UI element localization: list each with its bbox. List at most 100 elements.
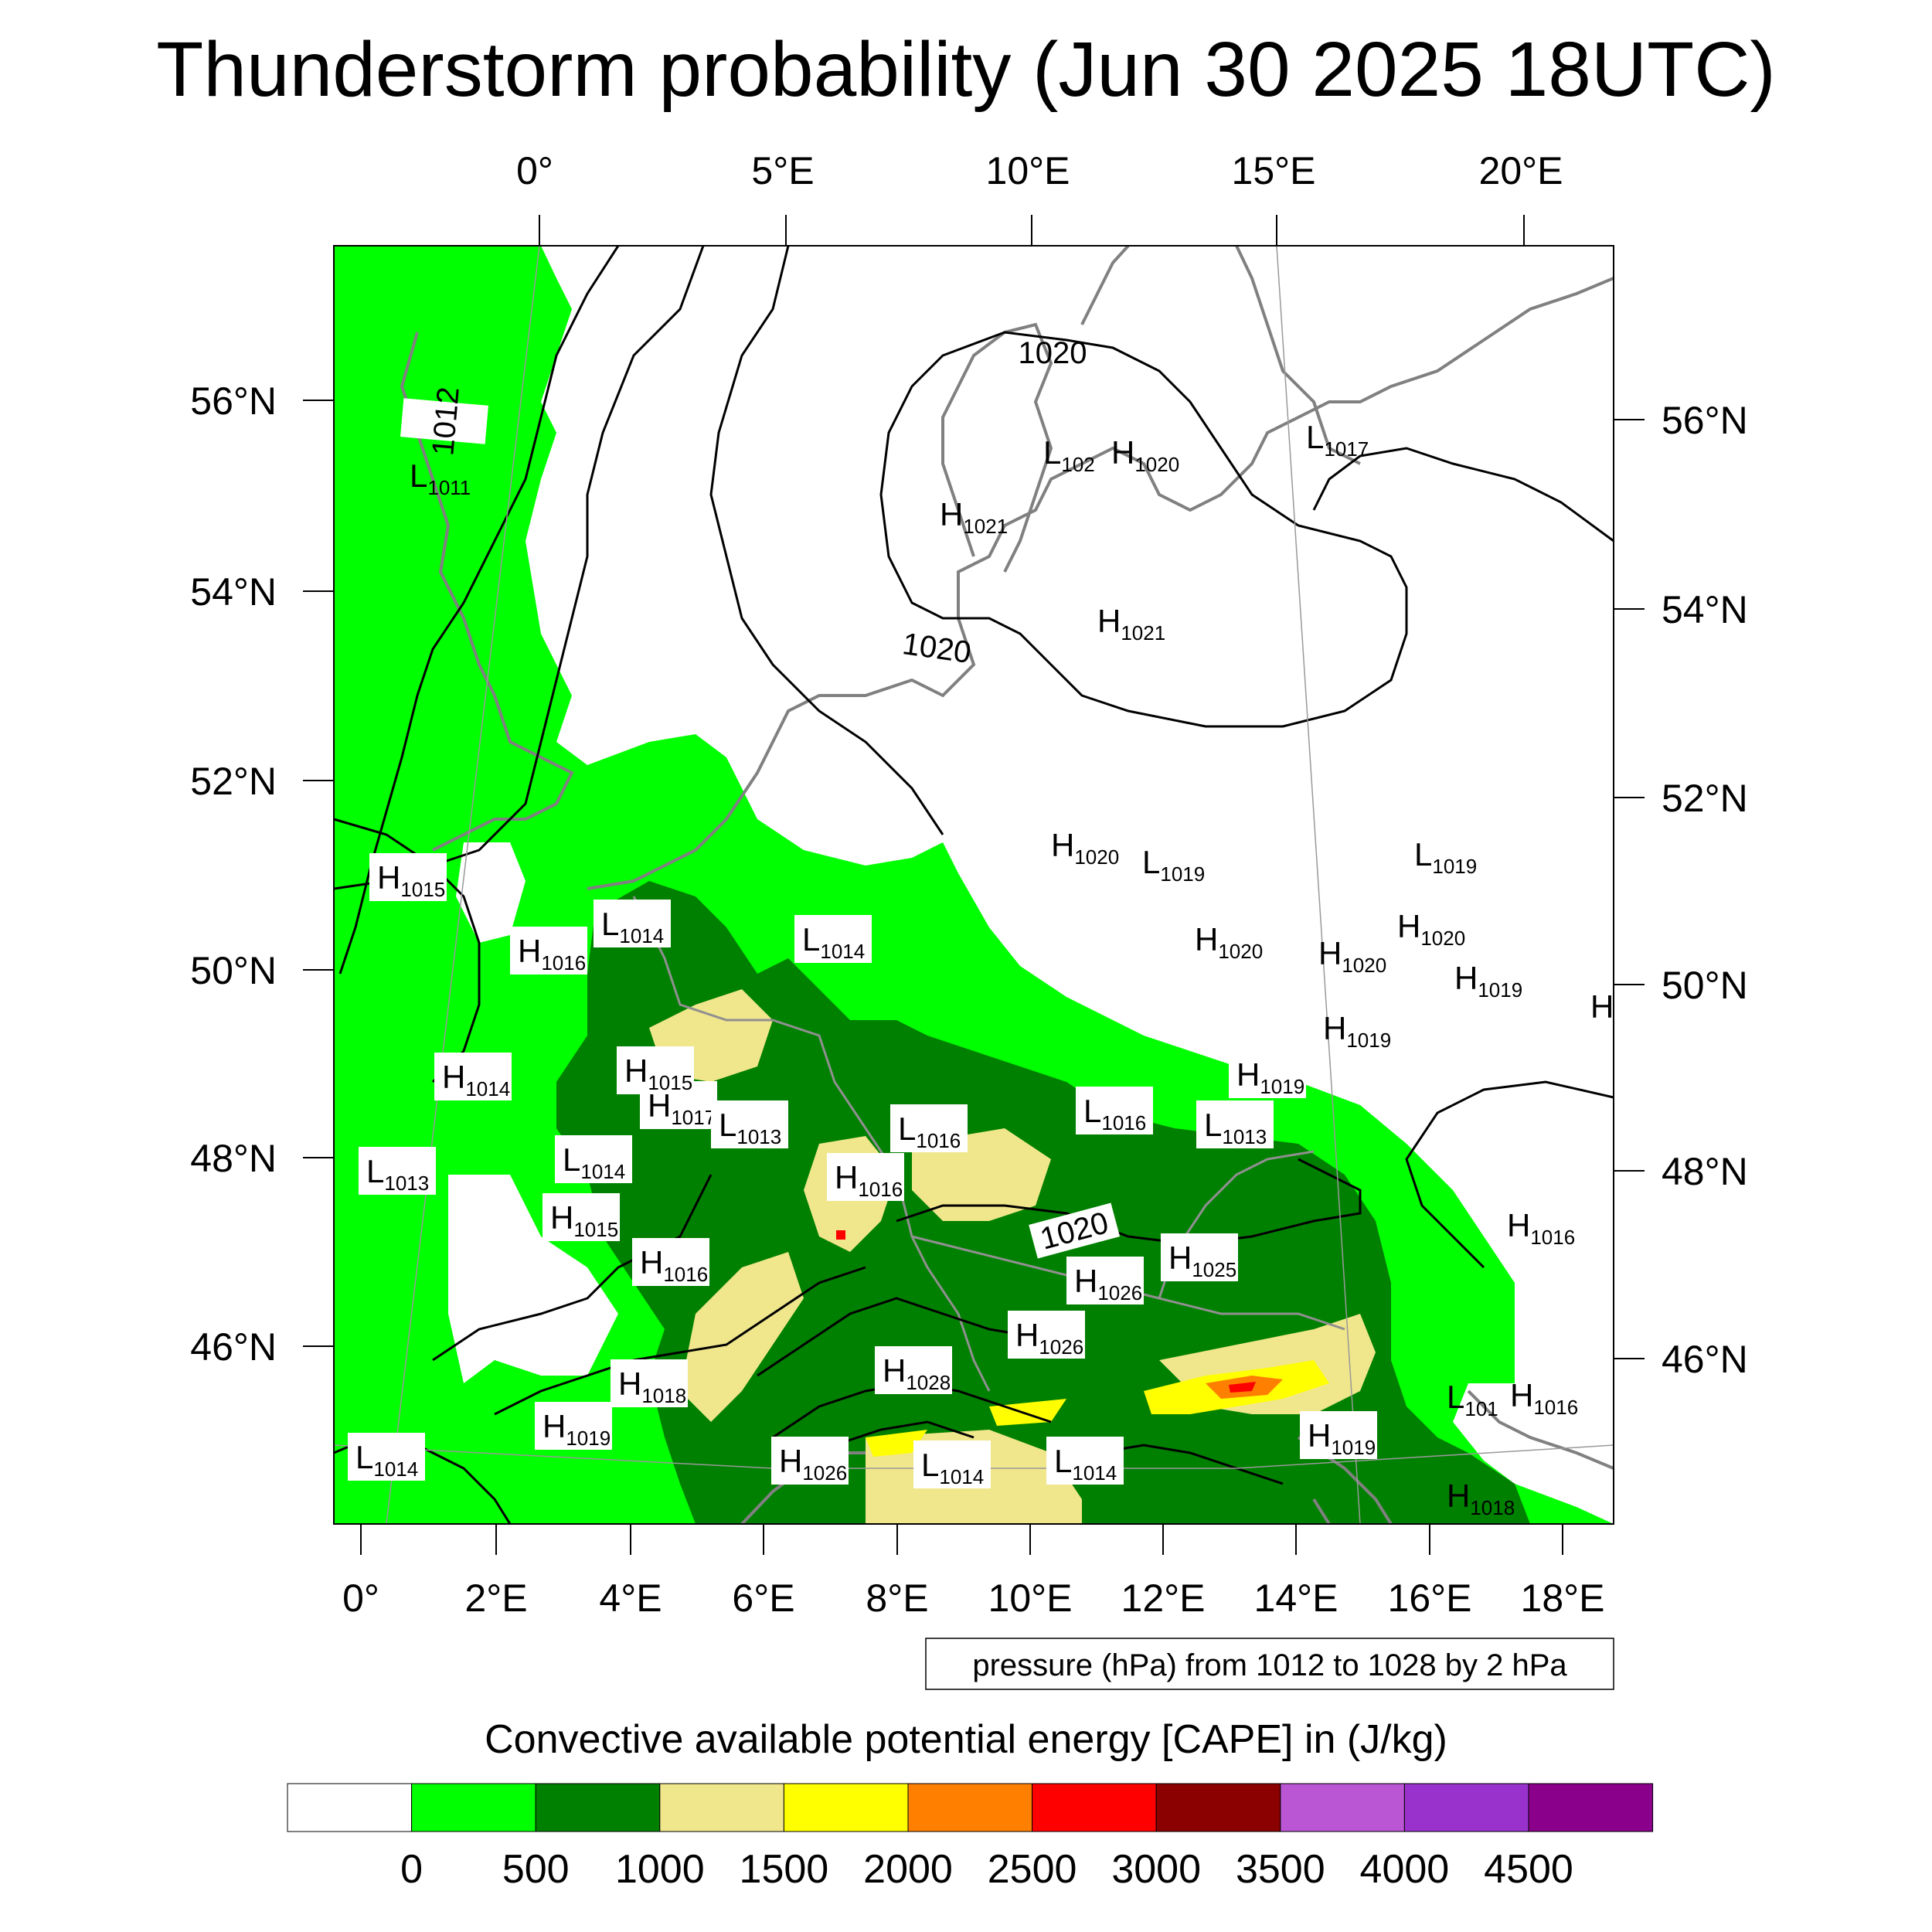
pressure-center-value: 1017 [671, 1106, 716, 1129]
pressure-center-box [543, 1193, 620, 1241]
colorbar-tick-label: 3000 [1111, 1847, 1201, 1892]
right-tick-46n: 46°N [1662, 1338, 1748, 1381]
pressure-center-low: L1014 [348, 1433, 425, 1481]
pressure-center-box [535, 1402, 612, 1450]
pressure-center-high: H1015 [617, 1046, 694, 1094]
pressure-center-value: 1019 [1260, 1075, 1304, 1098]
bottom-tick-6e: 6°E [732, 1577, 794, 1620]
bottom-tick-4e: 4°E [599, 1577, 662, 1620]
pressure-center-value: 1014 [465, 1077, 510, 1100]
pressure-center-value: 1019 [1432, 855, 1477, 878]
pressure-center-box [594, 900, 671, 947]
colorbar-tick-label: 1500 [740, 1847, 829, 1892]
pressure-center-value: 1019 [566, 1427, 611, 1450]
colorbar-swatch [1032, 1783, 1157, 1832]
isobar-1016-sw [432, 1174, 713, 1362]
pressure-center-high: H1026 [1008, 1311, 1085, 1359]
pressure-center-high: H1025 [1161, 1233, 1238, 1281]
pressure-center-high: H1015 [369, 853, 447, 901]
pressure-center-value: 1020 [1420, 927, 1465, 950]
colorbar-tick-label: 500 [502, 1847, 570, 1892]
colorbar-swatch [783, 1783, 909, 1832]
pressure-center-value: 1017 [1324, 437, 1369, 461]
colorbar-tick-label: 4500 [1484, 1847, 1573, 1892]
pressure-center-value: 1019 [1478, 978, 1522, 1002]
pressure-center-box [510, 927, 587, 975]
cape-hole-channel [456, 842, 526, 943]
colorbar-swatch [287, 1783, 413, 1832]
pressure-center-high: H1016 [510, 927, 587, 975]
pressure-center-box [1300, 1411, 1377, 1459]
pressure-center-box [1046, 1437, 1124, 1485]
bottom-axis [360, 1524, 1563, 1555]
pressure-center-box [890, 1104, 968, 1152]
pressure-center-box [1008, 1311, 1085, 1359]
isobar-1020-north [879, 331, 1408, 728]
pressure-center-box [348, 1433, 425, 1481]
pressure-center-high: H1018 [611, 1359, 688, 1407]
colorbar-swatch [1155, 1783, 1281, 1832]
pressure-note-box [925, 1638, 1614, 1690]
isobar-1018-east [1312, 447, 1614, 543]
pressure-center-value: 1025 [1192, 1258, 1236, 1281]
pressure-center-value: 1015 [648, 1071, 692, 1094]
pressure-center-low: L1013 [359, 1147, 436, 1195]
pressure-center-box [617, 1046, 694, 1094]
pressure-center-value: 1014 [1072, 1461, 1117, 1485]
coast-denmark [941, 322, 1053, 573]
pressure-center-low: L1016 [890, 1104, 968, 1152]
colorbar-title: Convective available potential energy [C… [485, 1717, 1447, 1762]
pressure-center-box [1229, 1050, 1306, 1098]
bottom-tick-0: 0° [342, 1577, 379, 1620]
pressure-center-value: 1020 [1218, 940, 1263, 963]
pressure-center-value: 1019 [1346, 1029, 1391, 1052]
bottom-tick-12e: 12°E [1121, 1577, 1206, 1620]
pressure-center-high: H1016 [827, 1153, 904, 1201]
pressure-center-high: H [1590, 988, 1614, 1025]
pressure-center-value: 1016 [541, 951, 586, 975]
pressure-center-high: H1019 [1229, 1050, 1306, 1098]
pressure-center-value: 1021 [1121, 621, 1165, 645]
coastlines [400, 246, 1614, 1524]
pressure-center-value: 1014 [619, 924, 664, 947]
cape-region-1500-2000-c [989, 1399, 1066, 1426]
top-tick-5e: 5°E [751, 149, 814, 192]
bottom-tick-14e: 14°E [1254, 1577, 1338, 1620]
map-title: Thunderstorm probability (Jun 30 2025 18… [156, 26, 1776, 113]
pressure-center-box [913, 1440, 991, 1488]
pressure-center-high: H1028 [875, 1346, 952, 1394]
colorbar-swatch [1528, 1783, 1654, 1832]
right-tick-50n: 50°N [1662, 964, 1748, 1007]
top-tick-0: 0° [516, 149, 553, 192]
right-tick-56n: 56°N [1662, 399, 1748, 442]
pressure-center-letter: L1014 [563, 1141, 625, 1183]
pressure-center-box [771, 1437, 849, 1485]
pressure-center-value: 1016 [663, 1263, 708, 1286]
colorbar-swatch [907, 1783, 1033, 1832]
pressure-center-low: L1014 [794, 915, 872, 963]
pressure-center-value: 1014 [580, 1160, 625, 1183]
colorbar-tick-label: 4000 [1360, 1847, 1450, 1892]
pressure-center-high: H1015 [543, 1193, 620, 1241]
colorbar-swatch [535, 1783, 661, 1832]
right-tick-52n: 52°N [1662, 777, 1748, 820]
bottom-tick-18e: 18°E [1521, 1577, 1605, 1620]
pressure-center-high: H1016 [632, 1238, 709, 1286]
left-tick-56n: 56°N [190, 379, 277, 423]
colorbar-swatch [1403, 1783, 1529, 1832]
bottom-tick-8e: 8°E [866, 1577, 928, 1620]
left-tick-46n: 46°N [190, 1325, 277, 1369]
pressure-center-high: H1019 [535, 1402, 612, 1450]
pressure-center-low: L1013 [1196, 1100, 1274, 1148]
top-tick-10e: 10°E [986, 149, 1070, 192]
pressure-center-high: H1026 [771, 1437, 849, 1485]
isobar-1014-west [334, 818, 481, 1083]
pressure-center-box [1161, 1233, 1238, 1281]
colorbar-swatch [411, 1783, 536, 1832]
pressure-center-low: L1014 [913, 1440, 991, 1488]
pressure-center-value: 1016 [1530, 1226, 1575, 1249]
pressure-center-box [827, 1153, 904, 1201]
pressure-center-value: 1026 [802, 1461, 847, 1485]
